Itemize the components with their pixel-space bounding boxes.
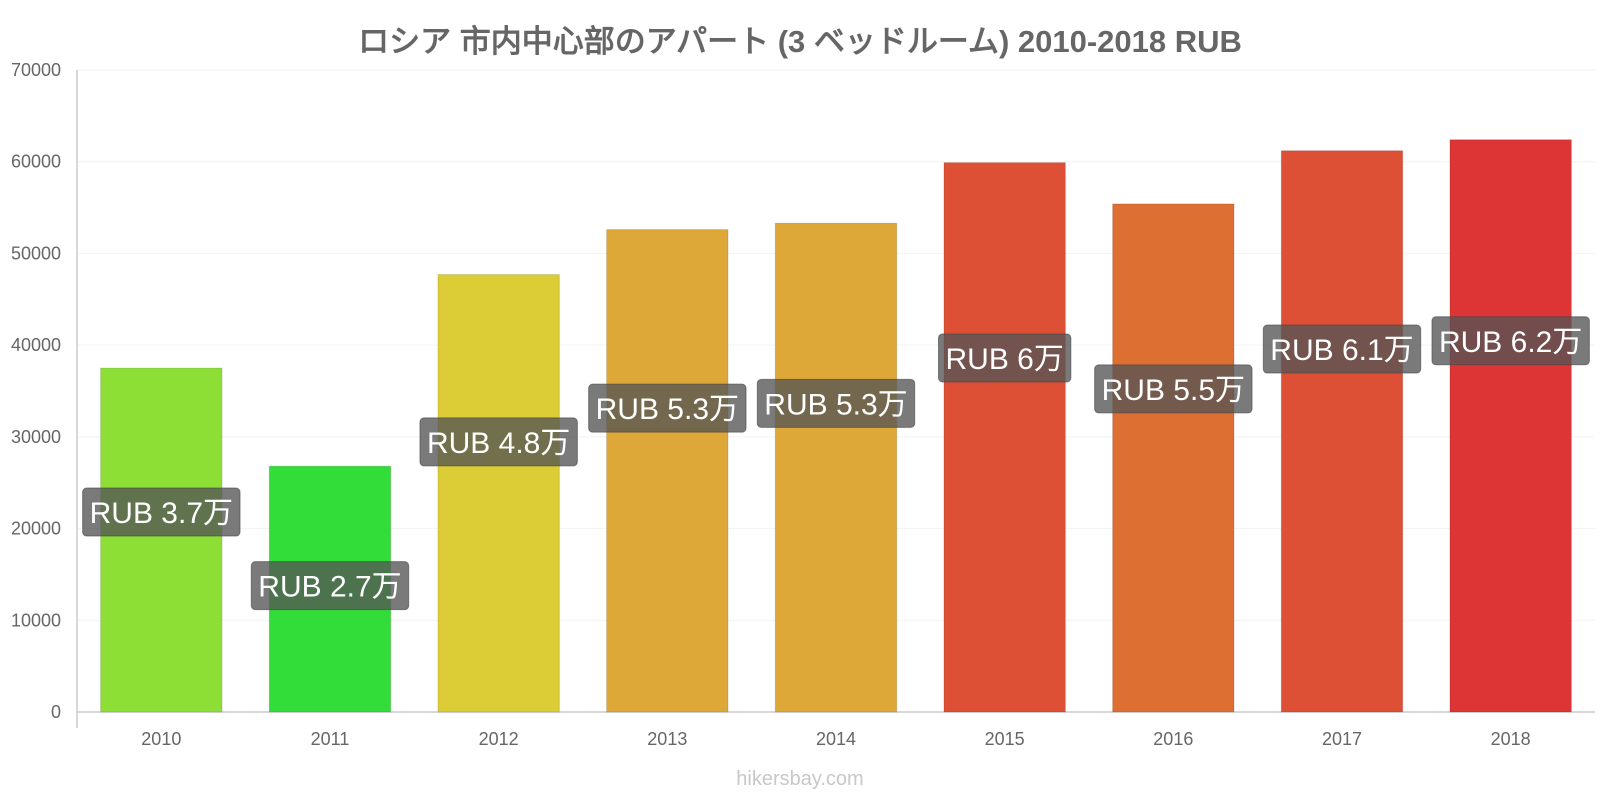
x-tick-label: 2011 (311, 729, 350, 749)
data-label: RUB 2.7万 (258, 571, 401, 604)
data-label: RUB 4.8万 (427, 427, 570, 460)
data-label-box (1262, 324, 1422, 374)
watermark: hikersbay.com (736, 768, 864, 790)
bar (1449, 139, 1572, 713)
bar (1112, 203, 1235, 713)
data-label: RUB 6.2万 (1439, 326, 1582, 359)
x-tick-label: 2012 (479, 729, 519, 749)
data-label-box (1094, 364, 1253, 414)
bar (943, 162, 1066, 713)
bar (100, 367, 223, 713)
data-label: RUB 5.3万 (764, 388, 907, 421)
data-label-box (250, 561, 410, 611)
bar (606, 229, 729, 713)
data-label: RUB 6万 (945, 343, 1063, 376)
data-label: RUB 5.3万 (596, 393, 739, 426)
data-label-box (588, 383, 747, 433)
y-tick-label: 30000 (11, 427, 61, 447)
data-label: RUB 5.5万 (1102, 374, 1245, 407)
y-tick-label: 50000 (11, 243, 61, 263)
y-tick-label: 10000 (11, 610, 61, 630)
x-tick-label: 2010 (141, 729, 181, 749)
data-label-box (82, 487, 241, 537)
y-tick-label: 60000 (11, 152, 61, 172)
bar (774, 222, 898, 713)
data-label-box (419, 417, 578, 467)
x-tick-label: 2016 (1153, 729, 1193, 749)
y-tick-label: 20000 (11, 519, 61, 539)
bar (1280, 150, 1404, 713)
x-tick-label: 2013 (647, 729, 687, 749)
x-tick-label: 2018 (1491, 729, 1531, 749)
x-tick-label: 2017 (1322, 729, 1362, 749)
data-label-box (1431, 316, 1590, 366)
data-label: RUB 3.7万 (90, 497, 233, 530)
data-label: RUB 6.1万 (1270, 334, 1413, 367)
chart-title: ロシア 市内中心部のアパート (3 ベッドルーム) 2010-2018 RUB (358, 24, 1242, 59)
data-label-box (756, 378, 916, 428)
bar (437, 274, 560, 713)
y-tick-label: 0 (51, 702, 61, 722)
x-tick-label: 2014 (816, 729, 856, 749)
y-tick-label: 70000 (11, 60, 61, 80)
y-tick-label: 40000 (11, 335, 61, 355)
x-tick-label: 2015 (985, 729, 1025, 749)
data-label-box (937, 333, 1072, 383)
